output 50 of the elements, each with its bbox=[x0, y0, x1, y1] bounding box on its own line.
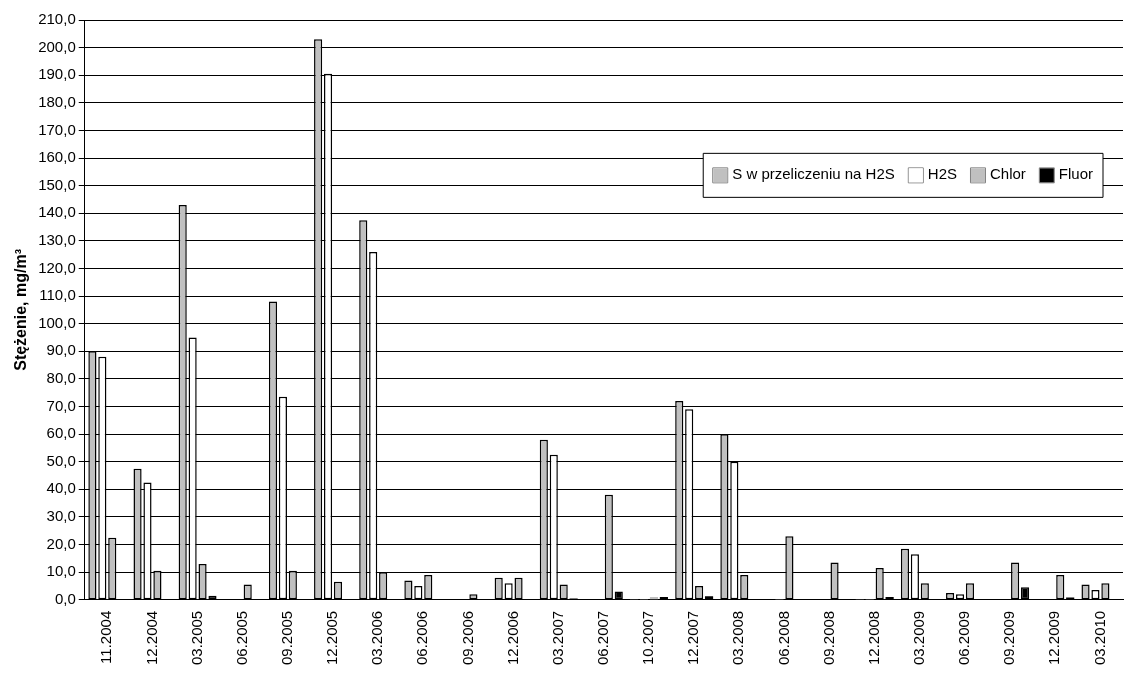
x-tick-label: 12.2009 bbox=[1045, 610, 1063, 666]
legend-label: H2S bbox=[927, 165, 957, 183]
x-tick-label: 03.2008 bbox=[729, 610, 747, 666]
y-tick-label: 30,0 bbox=[46, 507, 76, 525]
y-tick-label: 90,0 bbox=[46, 341, 76, 359]
y-tick-label: 140,0 bbox=[38, 203, 76, 221]
y-tick-label: 120,0 bbox=[38, 258, 76, 276]
y-tick-label: 40,0 bbox=[46, 479, 76, 497]
legend-label: Chlor bbox=[989, 165, 1026, 183]
y-tick-label: 200,0 bbox=[38, 37, 76, 55]
y-tick-label: 180,0 bbox=[38, 92, 76, 110]
x-tick-label: 10.2007 bbox=[639, 610, 657, 666]
x-tick-label: 03.2005 bbox=[187, 610, 205, 666]
x-tick-label: 12.2008 bbox=[864, 610, 882, 666]
x-tick-label: 06.2008 bbox=[774, 610, 792, 666]
x-tick-label: 03.2007 bbox=[548, 610, 566, 666]
x-tick-label: 06.2006 bbox=[413, 610, 431, 666]
legend-label: Fluor bbox=[1058, 165, 1094, 183]
x-tick-label: 12.2004 bbox=[142, 610, 160, 666]
y-tick-label: 60,0 bbox=[46, 424, 76, 442]
y-tick-label: 0,0 bbox=[54, 589, 76, 607]
y-tick-label: 190,0 bbox=[38, 65, 76, 83]
y-tick-label: 20,0 bbox=[46, 534, 76, 552]
x-tick-label: 09.2009 bbox=[1000, 610, 1018, 666]
x-tick-label: 06.2009 bbox=[955, 610, 973, 666]
y-tick-label: 80,0 bbox=[46, 369, 76, 387]
x-tick-label: 12.2005 bbox=[323, 610, 341, 666]
y-tick-label: 50,0 bbox=[46, 451, 76, 469]
y-tick-label: 130,0 bbox=[38, 231, 76, 249]
x-tick-label: 12.2007 bbox=[684, 610, 702, 666]
y-tick-label: 170,0 bbox=[38, 120, 76, 138]
y-tick-label: 210,0 bbox=[38, 10, 76, 28]
y-tick-label: 100,0 bbox=[38, 313, 76, 331]
x-tick-label: 06.2005 bbox=[232, 610, 250, 666]
y-axis-title: Stężenie, mg/m³ bbox=[12, 248, 30, 371]
legend-label: S w przeliczeniu na H2S bbox=[732, 165, 895, 183]
y-tick-label: 160,0 bbox=[38, 148, 76, 166]
x-tick-label: 09.2008 bbox=[819, 610, 837, 666]
x-tick-label: 03.2006 bbox=[368, 610, 386, 666]
y-tick-label: 150,0 bbox=[38, 175, 76, 193]
x-tick-label: 09.2005 bbox=[278, 610, 296, 666]
x-tick-label: 12.2006 bbox=[503, 610, 521, 666]
y-tick-label: 10,0 bbox=[46, 562, 76, 580]
y-tick-label: 110,0 bbox=[39, 286, 76, 304]
x-tick-label: 03.2009 bbox=[910, 610, 927, 666]
x-tick-label: 06.2007 bbox=[594, 610, 612, 666]
x-tick-label: 03.2010 bbox=[1090, 610, 1108, 666]
y-tick-label: 70,0 bbox=[46, 396, 76, 414]
x-tick-label: 11.2004 bbox=[97, 610, 115, 664]
x-tick-label: 09.2006 bbox=[458, 610, 476, 666]
